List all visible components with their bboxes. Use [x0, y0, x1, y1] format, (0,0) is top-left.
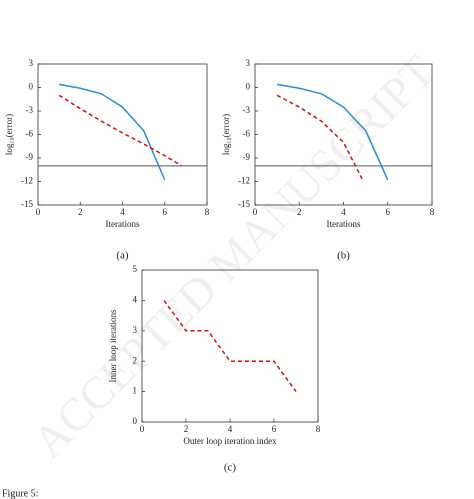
y-tick-label: -15: [238, 199, 250, 209]
series-line: [58, 83, 166, 181]
x-tick-label: 0: [140, 424, 145, 434]
y-tick-label: -15: [21, 199, 33, 209]
x-axis-label: Iterations: [327, 219, 361, 229]
y-tick-label: 0: [246, 82, 251, 92]
y-tick-label: -3: [26, 105, 34, 115]
series-line: [276, 94, 365, 182]
y-tick-label: 2: [133, 355, 138, 365]
caption: (b): [337, 250, 350, 262]
y-tick-label: -3: [243, 105, 251, 115]
x-tick-label: 2: [184, 424, 189, 434]
y-tick-label: 0: [133, 416, 138, 426]
y-tick-label: -12: [21, 176, 33, 186]
x-tick-label: 8: [205, 207, 210, 217]
y-tick-label: 3: [133, 325, 138, 335]
x-axis-label: Outer loop iteration index: [183, 436, 277, 446]
x-axis-label: Iterations: [106, 219, 140, 229]
y-tick-label: -6: [26, 129, 34, 139]
series-line: [163, 299, 297, 393]
y-tick-label: 0: [29, 82, 34, 92]
x-tick-label: 6: [272, 424, 277, 434]
y-axis-label: Inner loop iterations: [108, 309, 118, 382]
x-tick-label: 8: [430, 207, 435, 217]
x-tick-label: 6: [386, 207, 391, 217]
y-tick-label: -6: [243, 129, 251, 139]
y-axis-label: log₁₀(error): [221, 114, 231, 155]
y-tick-label: 5: [133, 264, 138, 274]
footer: Figure 5:: [2, 488, 38, 499]
x-tick-label: 0: [36, 207, 41, 217]
y-tick-label: 3: [29, 58, 34, 68]
watermark: ACCEPTED MANUSCRIPT: [23, 46, 445, 468]
x-tick-label: 6: [163, 207, 168, 217]
y-tick-label: -9: [243, 152, 251, 162]
x-tick-label: 8: [316, 424, 321, 434]
x-tick-label: 0: [253, 207, 258, 217]
y-axis-label: log₁₀(error): [4, 114, 14, 155]
x-tick-label: 4: [341, 207, 346, 217]
y-tick-label: 4: [133, 294, 138, 304]
y-tick-label: 3: [246, 58, 251, 68]
x-tick-label: 2: [297, 207, 302, 217]
caption: (c): [224, 462, 237, 474]
y-tick-label: -12: [238, 176, 250, 186]
caption: (a): [116, 250, 129, 262]
x-tick-label: 4: [120, 207, 125, 217]
x-tick-label: 2: [78, 207, 83, 217]
series-line: [58, 94, 183, 167]
y-tick-label: -9: [26, 152, 34, 162]
y-tick-label: 1: [133, 386, 138, 396]
series-line: [276, 83, 389, 181]
x-tick-label: 4: [228, 424, 233, 434]
